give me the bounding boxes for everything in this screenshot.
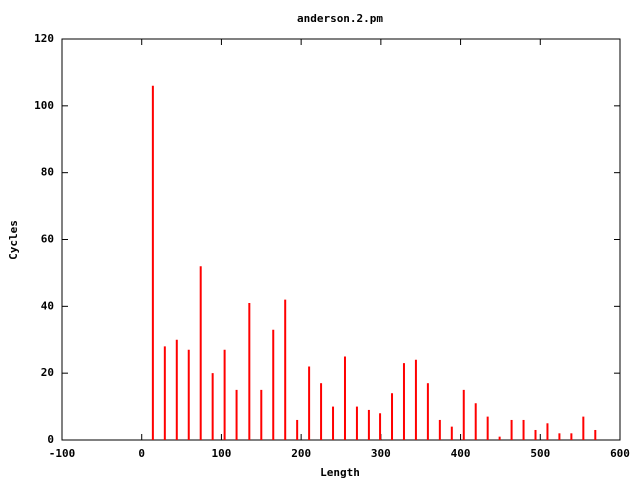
y-tick-label: 100 xyxy=(34,99,54,112)
y-tick-label: 60 xyxy=(41,233,54,246)
y-tick-label: 40 xyxy=(41,299,54,312)
x-tick-label: -100 xyxy=(49,447,76,460)
x-tick-label: 200 xyxy=(291,447,311,460)
x-tick-label: 400 xyxy=(451,447,471,460)
chart-title: anderson.2.pm xyxy=(297,12,383,25)
x-tick-label: 600 xyxy=(610,447,630,460)
y-tick-label: 0 xyxy=(47,433,54,446)
x-tick-label: 0 xyxy=(138,447,145,460)
x-tick-label: 100 xyxy=(211,447,231,460)
y-axis-label: Cycles xyxy=(7,220,20,260)
x-tick-label: 300 xyxy=(371,447,391,460)
x-axis-label: Length xyxy=(320,466,360,479)
y-tick-label: 20 xyxy=(41,366,54,379)
y-tick-label: 80 xyxy=(41,166,54,179)
y-tick-label: 120 xyxy=(34,32,54,45)
x-tick-label: 500 xyxy=(530,447,550,460)
